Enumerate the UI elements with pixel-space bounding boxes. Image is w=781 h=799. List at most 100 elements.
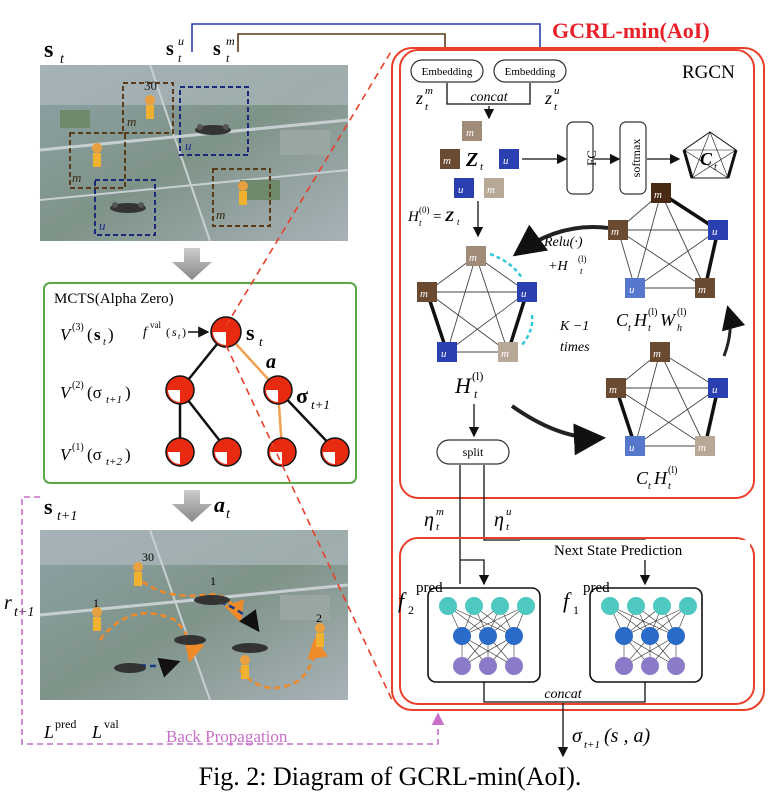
svg-text:t+1: t+1 — [14, 605, 34, 620]
f2-label: f — [398, 588, 407, 613]
svg-text:t: t — [178, 332, 181, 341]
svg-text:t: t — [554, 101, 558, 113]
embedding-right-box — [493, 59, 567, 83]
f1-label: f — [563, 588, 572, 613]
hl-u1: u — [521, 288, 527, 300]
svg-text:(l): (l) — [578, 254, 587, 264]
ctw-graph — [608, 183, 728, 298]
bottom-concat-label: concat — [544, 687, 582, 702]
svg-text:t: t — [226, 507, 231, 522]
stu-to-embedding-line — [191, 23, 547, 62]
svg-text:(2): (2) — [72, 380, 84, 391]
cth-m3: m — [609, 384, 617, 396]
svg-text:t: t — [457, 217, 460, 227]
svg-text:t: t — [714, 162, 717, 173]
svg-text:t: t — [178, 51, 182, 65]
embedding-left-label: Embedding — [422, 66, 473, 78]
svg-text:u: u — [506, 506, 512, 518]
softmax-label: softmax — [629, 139, 643, 178]
cth-m1: m — [653, 348, 661, 360]
state-st-label: s — [44, 37, 53, 63]
bottom-aoi-30: 30 — [142, 550, 154, 564]
eta-u-label: η — [494, 509, 504, 531]
concat-bottom-bracket — [483, 682, 646, 703]
svg-text:1: 1 — [573, 603, 579, 617]
svg-text:): ) — [125, 383, 131, 402]
svg-text:(: ( — [87, 325, 93, 344]
top-label-u1: u — [185, 138, 192, 153]
figure-caption: Fig. 2: Diagram of GCRL-min(AoI). — [199, 762, 582, 791]
svg-text:t+2: t+2 — [106, 456, 122, 468]
zt-node-cluster — [440, 121, 519, 198]
svg-text:t: t — [480, 161, 484, 173]
zt-m3: m — [443, 155, 451, 167]
svg-text:m: m — [425, 85, 433, 97]
ct-label: C — [700, 149, 713, 169]
svg-text:t+1: t+1 — [57, 509, 77, 524]
svg-text:H: H — [633, 310, 648, 330]
svg-text:t+1: t+1 — [311, 397, 330, 412]
bottom-aoi-1b: 1 — [210, 574, 216, 588]
svg-text:(l): (l) — [472, 369, 483, 383]
plus-h-label: +H — [548, 259, 568, 274]
embedding-right-label: Embedding — [505, 66, 556, 78]
svg-text:t: t — [436, 521, 440, 533]
mcts-fval: f — [143, 325, 149, 340]
top-agents — [92, 95, 248, 213]
svg-text:val: val — [150, 320, 161, 330]
next-state-box — [399, 537, 755, 705]
down-arrow-to-mcts — [172, 248, 212, 280]
bottom-aoi-1a: 1 — [93, 596, 99, 610]
cycle-arrow-top — [512, 224, 609, 257]
mcts-v2: V — [60, 383, 73, 402]
state-st1-label: s — [44, 494, 53, 519]
bottom-aoi-2: 2 — [316, 611, 322, 625]
svg-text:=: = — [433, 209, 441, 225]
hl-label: H — [454, 373, 472, 398]
svg-text:2: 2 — [408, 603, 414, 617]
mcts-v1: V — [60, 445, 73, 464]
zt-m1: m — [466, 127, 474, 139]
f2-pred-sup: pred — [416, 580, 443, 596]
svg-text:W: W — [660, 310, 677, 330]
split-label: split — [463, 445, 484, 459]
svg-text:t: t — [419, 218, 422, 228]
svg-text:(l): (l) — [677, 307, 686, 318]
cth-graph — [606, 342, 728, 456]
next-state-title: Next State Prediction — [554, 543, 683, 559]
relu-label: Relu(·) — [543, 235, 583, 250]
svg-text:(1): (1) — [72, 442, 84, 453]
rgcn-box — [399, 49, 755, 499]
sigma-output-args: (s , a) — [604, 725, 650, 747]
mcts-st-label: s — [246, 320, 255, 345]
svg-text:t: t — [259, 334, 263, 349]
svg-text:u: u — [554, 85, 560, 97]
svg-text:): ) — [182, 325, 186, 339]
ct-graph-icon — [682, 131, 738, 179]
svg-text:u: u — [178, 34, 184, 48]
top-aerial-image — [39, 64, 349, 242]
hl-graph — [417, 246, 537, 362]
cth-m2: m — [698, 442, 706, 454]
svg-text:(σ: (σ — [87, 383, 102, 402]
eta-m-arrow — [460, 559, 490, 586]
cth-label: C — [636, 468, 649, 488]
svg-text:(σ: (σ — [87, 445, 102, 464]
h0-label: H — [407, 209, 420, 225]
svg-text:m: m — [436, 506, 444, 518]
svg-text:t: t — [648, 323, 651, 334]
svg-text:h: h — [677, 323, 682, 334]
svg-text:t: t — [226, 51, 230, 65]
top-aoi-value: 30 — [144, 78, 157, 93]
svg-text:t: t — [506, 521, 510, 533]
concat-bracket — [446, 83, 531, 105]
ctw-u1: u — [712, 226, 718, 238]
svg-text:s: s — [172, 325, 177, 339]
ctw-m3: m — [611, 226, 619, 238]
hl-m3: m — [420, 288, 428, 300]
hl-u2: u — [441, 348, 447, 360]
top-label-u2: u — [99, 218, 106, 233]
svg-text:s: s — [94, 325, 101, 344]
sigma-output-label: σ — [572, 725, 583, 747]
fc-label: FC — [584, 150, 599, 166]
